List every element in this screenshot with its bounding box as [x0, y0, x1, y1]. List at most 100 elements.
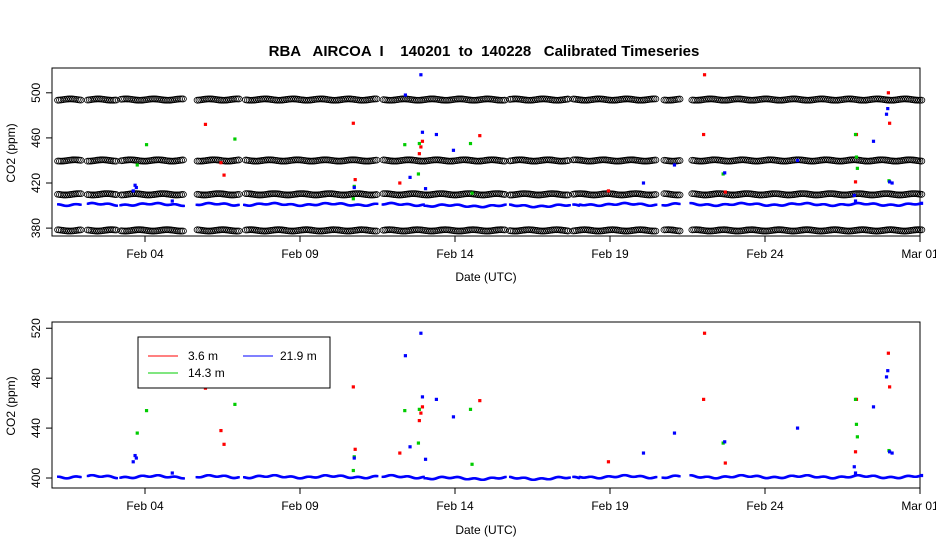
bottom-x-tick-label: Feb 14	[436, 499, 474, 513]
bottom-panel: Feb 04 Feb 09 Feb 14 Feb 19 Feb 24 Mar 01 400 4…	[4, 318, 936, 537]
series-point	[351, 197, 355, 201]
standard-point	[917, 96, 926, 104]
series-point	[133, 183, 137, 187]
series-point	[408, 175, 412, 179]
series-point	[672, 431, 677, 435]
top-x-tick-label: Feb 24	[746, 247, 784, 261]
series-point	[135, 163, 139, 167]
series-point	[606, 189, 611, 193]
series-point	[419, 73, 423, 77]
top-x-tick-label: Feb 04	[126, 247, 164, 261]
top-x-tick-label: Mar 01	[901, 247, 936, 261]
standard-point	[675, 157, 684, 164]
series-point	[702, 331, 707, 335]
series-point	[888, 180, 892, 184]
series-point	[417, 407, 421, 411]
series-point	[352, 185, 356, 190]
series-point	[890, 181, 894, 185]
baseline-point	[115, 476, 118, 480]
series-point	[419, 331, 423, 335]
series-point	[919, 201, 924, 205]
series-point	[420, 130, 425, 134]
series-point	[203, 122, 208, 126]
chart-title: RBA AIRCOA I 140201 to 140228 Calibrated…	[269, 43, 700, 60]
bottom-axis-ticks: Feb 04 Feb 09 Feb 14 Feb 19 Feb 24 Mar 01 400 4…	[29, 318, 936, 513]
top-y-tick-label: 500	[29, 82, 43, 102]
series-point	[419, 145, 423, 149]
series-point	[853, 397, 858, 401]
series-point	[420, 405, 425, 409]
series-point	[219, 428, 223, 433]
top-y-axis-label: CO2 (ppm)	[4, 123, 18, 182]
series-point	[470, 191, 474, 195]
series-point	[890, 451, 894, 455]
baseline-point	[504, 475, 507, 479]
legend-label-14-3m: 14.3 m	[188, 366, 225, 380]
series-point	[222, 442, 226, 446]
series-point	[416, 172, 421, 176]
series-point	[854, 155, 859, 159]
series-point	[134, 185, 138, 190]
series-point	[352, 456, 356, 460]
bottom-plot-frame	[51, 321, 921, 489]
series-point	[417, 141, 421, 146]
baseline-point	[654, 475, 658, 479]
series-point	[468, 407, 473, 411]
bottom-x-tick-label: Feb 24	[746, 499, 784, 513]
legend-label-21-9m: 21.9 m	[280, 349, 317, 363]
series-point	[795, 158, 800, 163]
series-point	[420, 395, 425, 399]
baseline-point	[115, 204, 118, 207]
series-point	[353, 447, 357, 451]
baseline-point	[237, 203, 240, 207]
series-point	[723, 171, 727, 175]
baseline-point	[182, 204, 185, 208]
legend: 3.6 m 21.9 m 14.3 m	[137, 336, 331, 389]
legend-label-3-6m: 3.6 m	[188, 349, 218, 363]
series-point	[133, 453, 137, 458]
series-point	[403, 354, 407, 358]
series-point	[886, 106, 890, 111]
bottom-y-tick-label: 480	[29, 368, 43, 388]
baseline-point	[678, 202, 681, 206]
top-x-tick-label: Feb 19	[591, 247, 629, 261]
series-point	[884, 112, 889, 116]
standard-point	[178, 190, 187, 198]
baseline-point	[568, 203, 571, 207]
series-point	[423, 187, 428, 191]
bottom-y-tick-label: 520	[29, 318, 43, 338]
series-point	[434, 397, 438, 401]
series-point	[919, 473, 924, 478]
baseline-point	[182, 477, 185, 480]
series-point	[853, 199, 858, 203]
baseline-point	[237, 476, 240, 479]
top-x-tick-label: Feb 09	[281, 247, 319, 261]
series-point	[233, 137, 237, 141]
series-point	[470, 462, 474, 466]
series-point	[417, 419, 421, 423]
series-point	[416, 441, 421, 445]
series-point	[854, 422, 859, 426]
bottom-data-points	[57, 331, 924, 482]
series-point	[723, 190, 727, 194]
series-point	[672, 163, 677, 167]
baseline-point	[422, 203, 425, 206]
series-point	[853, 450, 858, 454]
series-point	[855, 435, 859, 439]
series-point	[144, 143, 149, 147]
series-point	[403, 93, 407, 97]
series-point	[351, 121, 355, 125]
series-point	[170, 471, 174, 475]
series-point	[795, 426, 800, 430]
series-point	[641, 181, 646, 185]
series-point	[403, 409, 407, 413]
series-point	[353, 178, 357, 182]
standard-point	[675, 95, 684, 103]
series-point	[886, 91, 890, 95]
baseline-point	[654, 203, 658, 206]
bottom-y-tick-label: 440	[29, 418, 43, 438]
standard-point	[178, 227, 187, 235]
series-point	[423, 457, 428, 461]
